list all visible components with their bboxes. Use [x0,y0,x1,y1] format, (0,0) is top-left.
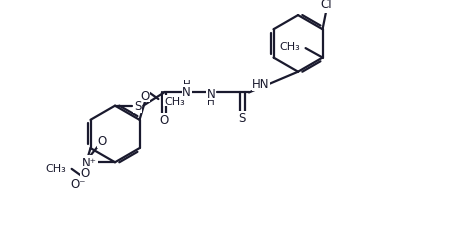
Text: S: S [238,112,245,125]
Text: N: N [182,86,191,98]
Text: H: H [207,96,215,106]
Text: CH₃: CH₃ [279,42,299,52]
Text: O: O [80,166,89,179]
Text: Cl: Cl [320,0,332,11]
Text: N⁺: N⁺ [82,156,97,169]
Text: O⁻: O⁻ [70,178,86,191]
Text: CH₃: CH₃ [45,163,66,173]
Text: CH₃: CH₃ [164,96,184,106]
Text: O: O [140,90,150,102]
Text: N: N [206,88,215,101]
Text: HN: HN [252,78,269,91]
Text: O: O [159,114,169,127]
Text: O: O [97,134,106,147]
Text: S: S [134,100,141,113]
Text: H: H [182,80,190,90]
